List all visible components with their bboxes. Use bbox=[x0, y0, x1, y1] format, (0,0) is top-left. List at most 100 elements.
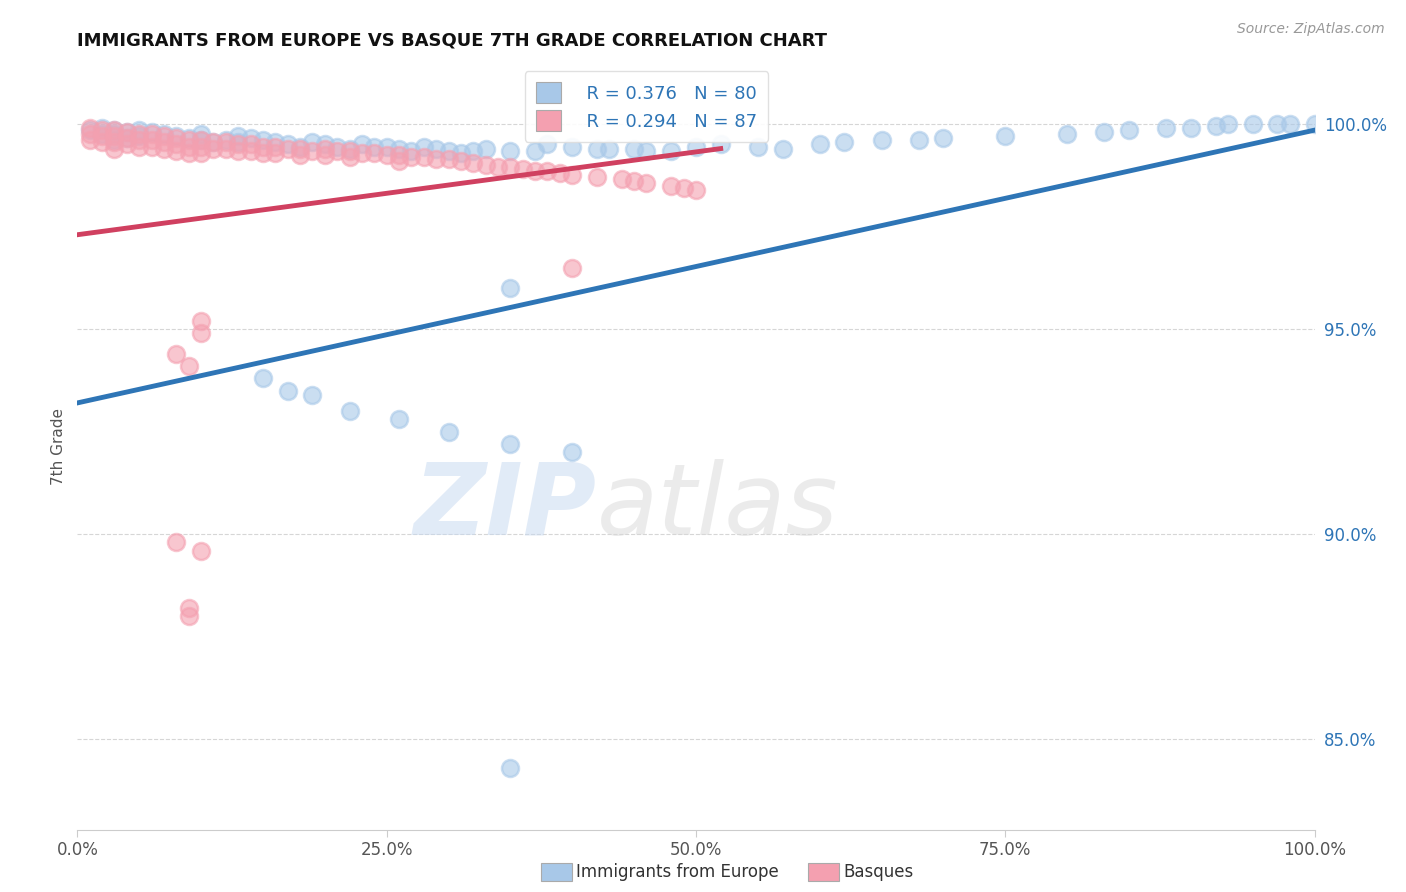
Point bbox=[128, 139, 150, 153]
Point bbox=[339, 150, 361, 164]
Point bbox=[659, 144, 682, 158]
Point bbox=[177, 601, 200, 615]
Point bbox=[226, 129, 249, 144]
Point bbox=[1056, 127, 1078, 141]
Point bbox=[772, 142, 794, 156]
Point bbox=[288, 147, 311, 161]
Point bbox=[636, 177, 658, 191]
Point bbox=[190, 326, 212, 341]
Point bbox=[215, 133, 238, 147]
Point bbox=[747, 139, 769, 153]
Point bbox=[598, 142, 620, 156]
Point bbox=[437, 152, 460, 166]
Point bbox=[190, 133, 212, 147]
Point bbox=[264, 139, 287, 153]
Text: Source: ZipAtlas.com: Source: ZipAtlas.com bbox=[1237, 22, 1385, 37]
Y-axis label: 7th Grade: 7th Grade bbox=[51, 408, 66, 484]
Point bbox=[202, 136, 225, 150]
Point bbox=[103, 142, 125, 156]
Point bbox=[239, 131, 262, 145]
Point bbox=[1092, 125, 1115, 139]
Point bbox=[425, 152, 447, 166]
Point bbox=[79, 121, 101, 136]
Point bbox=[870, 133, 893, 147]
Point bbox=[536, 164, 558, 178]
Point bbox=[177, 609, 200, 624]
Point bbox=[215, 136, 238, 150]
Point bbox=[388, 153, 411, 168]
Point bbox=[177, 133, 200, 147]
Point bbox=[190, 127, 212, 141]
Point bbox=[115, 131, 138, 145]
Point bbox=[177, 145, 200, 160]
Point bbox=[79, 127, 101, 141]
Point bbox=[153, 142, 176, 156]
Point bbox=[115, 137, 138, 152]
Point bbox=[115, 125, 138, 139]
Point bbox=[499, 761, 522, 775]
Point bbox=[561, 260, 583, 275]
Point bbox=[141, 139, 163, 153]
Point bbox=[128, 127, 150, 141]
Point bbox=[190, 133, 212, 147]
Text: IMMIGRANTS FROM EUROPE VS BASQUE 7TH GRADE CORRELATION CHART: IMMIGRANTS FROM EUROPE VS BASQUE 7TH GRA… bbox=[77, 32, 827, 50]
Point bbox=[363, 145, 385, 160]
Point bbox=[141, 133, 163, 147]
Text: atlas: atlas bbox=[598, 458, 838, 556]
Point bbox=[586, 170, 609, 185]
Point bbox=[326, 139, 349, 153]
Point bbox=[375, 139, 398, 153]
Point bbox=[524, 164, 547, 178]
Point bbox=[103, 129, 125, 144]
Point bbox=[141, 125, 163, 139]
Point bbox=[103, 123, 125, 137]
Point bbox=[548, 166, 571, 180]
Point bbox=[165, 347, 187, 361]
Point bbox=[103, 136, 125, 150]
Point bbox=[301, 144, 323, 158]
Point bbox=[586, 142, 609, 156]
Point bbox=[536, 137, 558, 152]
Point bbox=[401, 150, 423, 164]
Point bbox=[314, 142, 336, 156]
Point bbox=[239, 144, 262, 158]
Point bbox=[499, 144, 522, 158]
Point bbox=[91, 123, 114, 137]
Point bbox=[450, 153, 472, 168]
Text: Immigrants from Europe: Immigrants from Europe bbox=[576, 863, 779, 881]
Text: Basques: Basques bbox=[844, 863, 914, 881]
Point bbox=[252, 371, 274, 385]
Point bbox=[1303, 117, 1326, 131]
Point bbox=[512, 162, 534, 177]
Point bbox=[339, 404, 361, 418]
Point bbox=[165, 137, 187, 152]
Point bbox=[1154, 121, 1177, 136]
Point bbox=[350, 145, 373, 160]
Point bbox=[277, 384, 299, 398]
Point bbox=[190, 139, 212, 153]
Point bbox=[103, 123, 125, 137]
Point bbox=[474, 158, 496, 172]
Point bbox=[226, 136, 249, 150]
Point bbox=[808, 137, 831, 152]
Point bbox=[623, 142, 645, 156]
Point bbox=[659, 178, 682, 193]
Point bbox=[91, 127, 114, 141]
Point bbox=[1241, 117, 1264, 131]
Point bbox=[425, 142, 447, 156]
Point bbox=[499, 281, 522, 295]
Point bbox=[401, 144, 423, 158]
Point bbox=[710, 137, 733, 152]
Point bbox=[177, 131, 200, 145]
Point bbox=[623, 174, 645, 188]
Point bbox=[277, 137, 299, 152]
Text: ZIP: ZIP bbox=[413, 458, 598, 556]
Point bbox=[190, 543, 212, 558]
Point bbox=[561, 445, 583, 459]
Point bbox=[153, 129, 176, 144]
Point bbox=[301, 136, 323, 150]
Point bbox=[288, 139, 311, 153]
Point bbox=[1180, 121, 1202, 136]
Point bbox=[264, 136, 287, 150]
Point bbox=[636, 144, 658, 158]
